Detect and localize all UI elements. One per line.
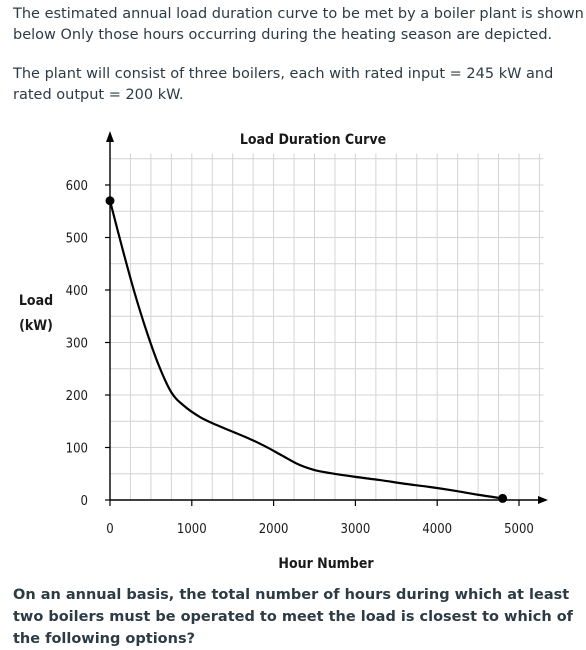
- chart-ticks: 0 100 200 300 400 500 600 0 1000 2000 3000 4000 5000: [66, 179, 534, 537]
- chart-grid: [109, 153, 544, 501]
- y-tick-label: 300: [66, 337, 88, 352]
- endpoint-marker: [498, 493, 508, 503]
- chart-axes: [106, 131, 548, 504]
- load-duration-chart: Load Duration Curve 01002003004005006000…: [19, 131, 548, 572]
- y-tick-label: 600: [66, 179, 88, 194]
- y-tick-label: 500: [66, 232, 88, 247]
- x-tick-label: 3000: [341, 522, 371, 537]
- x-tick-label: 2000: [259, 522, 289, 537]
- x-axis-arrow: [538, 496, 548, 504]
- problem-paragraph-2: The plant will consist of three boilers,…: [13, 66, 554, 103]
- y-tick-label: 100: [66, 442, 88, 457]
- y-axis-arrow: [106, 131, 114, 142]
- y-tick-label: 200: [66, 389, 88, 404]
- endpoint-marker: [105, 196, 115, 206]
- y-axis-label-line2: (kW): [19, 318, 53, 334]
- chart-title: Load Duration Curve: [240, 132, 386, 148]
- x-tick-label: 0: [106, 522, 113, 537]
- y-tick-label: 400: [66, 284, 88, 299]
- y-axis-label-line1: Load: [19, 293, 53, 309]
- chart-series: [105, 196, 508, 503]
- x-axis-label: Hour Number: [278, 556, 374, 572]
- x-tick-label: 5000: [504, 522, 534, 537]
- problem-paragraph-1: The estimated annual load duration curve…: [13, 6, 584, 43]
- load-duration-curve: [108, 200, 503, 500]
- x-tick-label: 4000: [422, 522, 452, 537]
- x-tick-label: 1000: [177, 522, 207, 537]
- y-tick-label: 0: [81, 494, 88, 509]
- question-text: On an annual basis, the total number of …: [13, 587, 573, 647]
